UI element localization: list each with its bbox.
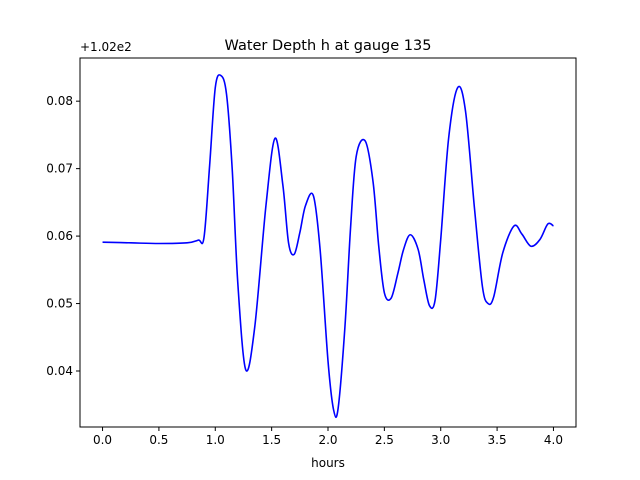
x-tick-label: 1.5 — [262, 433, 281, 447]
y-tick-label: 0.06 — [46, 229, 73, 243]
series-line-0 — [102, 74, 554, 419]
axes-frame — [79, 57, 577, 428]
x-tick-label: 1.0 — [206, 433, 225, 447]
x-tick-label: 0.5 — [149, 433, 168, 447]
y-tick-label: 0.08 — [46, 94, 73, 108]
y-tick-label: 0.04 — [46, 364, 73, 378]
y-tick-label: 0.07 — [46, 162, 73, 176]
x-axis-label: hours — [311, 456, 345, 470]
plot-area: 0.0 0.5 1.0 1.5 2.0 2.5 3.0 3.5 4.0 0.04 0.05 0.06 0… — [46, 57, 577, 447]
x-tick-label: 4.0 — [544, 433, 563, 447]
x-tick-label: 2.5 — [375, 433, 394, 447]
x-tick-label: 3.5 — [488, 433, 507, 447]
y-tick-label: 0.05 — [46, 297, 73, 311]
chart-title: Water Depth h at gauge 135 — [225, 38, 432, 54]
y-offset-text: +1.02e2 — [80, 40, 132, 54]
x-tick-label: 0.0 — [93, 433, 112, 447]
x-tick-label: 2.0 — [318, 433, 337, 447]
x-tick-label: 3.0 — [431, 433, 450, 447]
